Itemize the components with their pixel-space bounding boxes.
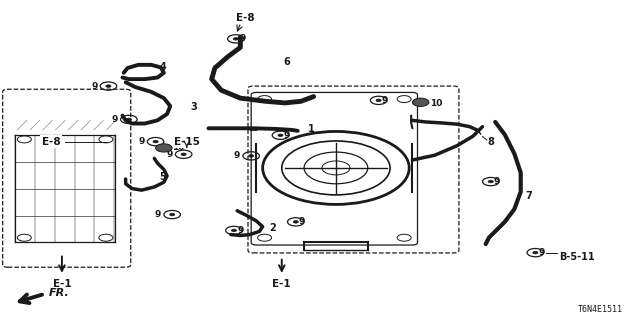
Text: 1: 1 — [308, 124, 315, 134]
Text: E-1: E-1 — [273, 279, 291, 289]
Text: 9: 9 — [234, 151, 241, 160]
Text: 9: 9 — [166, 150, 173, 159]
Circle shape — [106, 85, 111, 87]
Circle shape — [412, 98, 429, 106]
Text: 9: 9 — [237, 226, 244, 235]
Circle shape — [232, 229, 237, 232]
Circle shape — [181, 153, 186, 156]
Text: E-1: E-1 — [52, 279, 71, 289]
Text: 9: 9 — [382, 96, 388, 105]
Text: E-15: E-15 — [174, 137, 200, 147]
Text: B-5-11: B-5-11 — [559, 252, 595, 262]
Circle shape — [533, 252, 538, 254]
Circle shape — [234, 37, 239, 40]
Text: 9: 9 — [299, 217, 305, 226]
Text: 9: 9 — [155, 210, 161, 219]
Text: 5: 5 — [159, 172, 166, 182]
Text: 8: 8 — [487, 137, 494, 147]
Text: E-8: E-8 — [236, 13, 255, 23]
Circle shape — [248, 155, 253, 157]
Text: T6N4E1511: T6N4E1511 — [578, 305, 623, 314]
Text: 10: 10 — [429, 99, 442, 108]
Circle shape — [278, 134, 283, 137]
Text: 7: 7 — [525, 191, 532, 202]
Circle shape — [156, 144, 172, 152]
Text: 9: 9 — [239, 34, 246, 43]
Circle shape — [376, 99, 381, 102]
Text: 9: 9 — [92, 82, 98, 91]
Text: 2: 2 — [269, 223, 276, 233]
Text: 4: 4 — [159, 62, 166, 72]
Text: 9: 9 — [539, 248, 545, 257]
Circle shape — [170, 213, 175, 216]
Text: 9: 9 — [138, 137, 145, 146]
Text: 3: 3 — [191, 102, 197, 112]
Text: 6: 6 — [284, 57, 290, 67]
Text: 9: 9 — [494, 177, 500, 186]
Circle shape — [488, 180, 493, 183]
Circle shape — [293, 220, 298, 223]
Text: FR.: FR. — [49, 288, 70, 298]
Text: E-8: E-8 — [42, 137, 60, 147]
Circle shape — [153, 140, 158, 143]
Text: 10: 10 — [172, 143, 184, 152]
Circle shape — [126, 118, 131, 121]
Text: 9: 9 — [111, 115, 118, 124]
Text: 9: 9 — [284, 131, 290, 140]
